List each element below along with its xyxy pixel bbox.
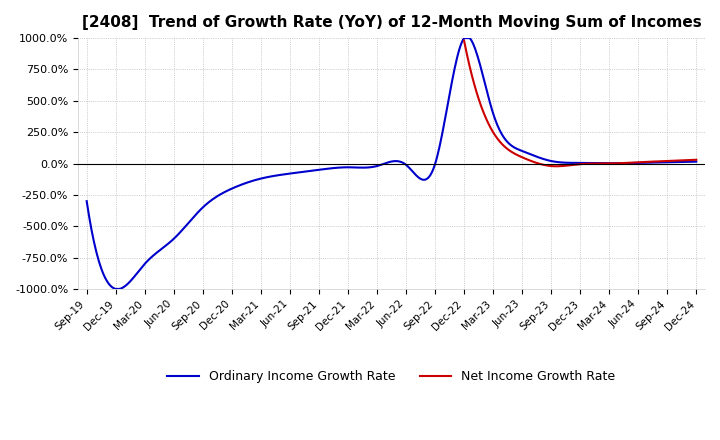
Net Income Growth Rate: [656, 159, 665, 164]
Ordinary Income Growth Rate: [377, 162, 385, 167]
Ordinary Income Growth Rate: [680, 159, 688, 165]
Ordinary Income Growth Rate: [82, 198, 91, 204]
Line: Net Income Growth Rate: Net Income Growth Rate: [464, 40, 696, 166]
Ordinary Income Growth Rate: [413, 174, 422, 180]
Net Income Growth Rate: [552, 164, 561, 169]
Legend: Ordinary Income Growth Rate, Net Income Growth Rate: Ordinary Income Growth Rate, Net Income …: [163, 365, 621, 388]
Title: [2408]  Trend of Growth Rate (YoY) of 12-Month Moving Sum of Incomes: [2408] Trend of Growth Rate (YoY) of 12-…: [81, 15, 701, 30]
Ordinary Income Growth Rate: [373, 163, 382, 169]
Net Income Growth Rate: [603, 161, 611, 166]
Net Income Growth Rate: [671, 158, 680, 163]
Ordinary Income Growth Rate: [585, 160, 593, 165]
Net Income Growth Rate: [599, 161, 608, 166]
Net Income Growth Rate: [460, 38, 469, 43]
Net Income Growth Rate: [598, 161, 607, 166]
Line: Ordinary Income Growth Rate: Ordinary Income Growth Rate: [86, 38, 696, 289]
Ordinary Income Growth Rate: [112, 286, 120, 292]
Ordinary Income Growth Rate: [692, 159, 701, 164]
Net Income Growth Rate: [692, 157, 701, 162]
Ordinary Income Growth Rate: [460, 36, 469, 41]
Ordinary Income Growth Rate: [446, 85, 455, 91]
Net Income Growth Rate: [461, 42, 469, 47]
